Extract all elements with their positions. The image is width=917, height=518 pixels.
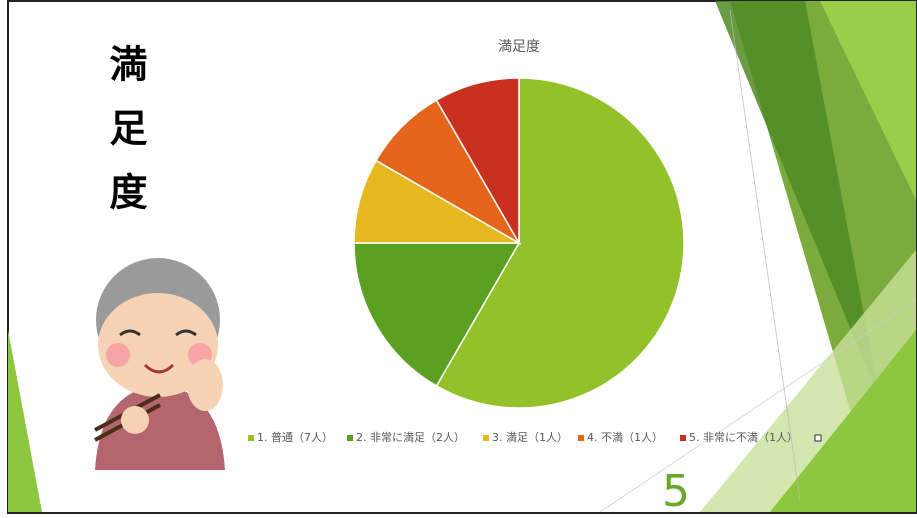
- legend-label: 2. 非常に満足（2人）: [356, 431, 465, 444]
- page: 満足度 1. 普通（7人） 2. 非常に満足（2人） 3. 満足（1人） 4. 不満（…: [0, 0, 917, 518]
- slide-heading: 満足度: [98, 44, 153, 236]
- legend-label: 3. 満足（1人）: [492, 431, 568, 444]
- legend-marker: [680, 435, 686, 441]
- slide-number: 5: [662, 466, 690, 517]
- illustration: [88, 258, 230, 470]
- legend-label: 1. 普通（7人）: [257, 430, 333, 444]
- legend-marker: [578, 435, 584, 441]
- legend-label: 4. 不満（1人）: [587, 431, 663, 444]
- legend-label: 5. 非常に不満（1人）: [689, 431, 798, 444]
- legend-marker: [248, 435, 254, 441]
- legend-marker: [347, 435, 353, 441]
- legend-marker: [483, 435, 489, 441]
- chart-title: 満足度: [498, 39, 540, 55]
- legend-empty: [815, 435, 821, 441]
